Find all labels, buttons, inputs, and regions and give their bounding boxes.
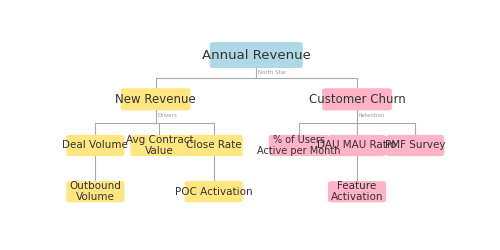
Text: PMF Survey: PMF Survey bbox=[385, 140, 446, 150]
Text: Annual Revenue: Annual Revenue bbox=[202, 48, 310, 62]
FancyBboxPatch shape bbox=[322, 88, 392, 110]
Text: Drivers: Drivers bbox=[158, 113, 177, 118]
Text: Customer Churn: Customer Churn bbox=[308, 93, 406, 106]
Text: Outbound
Volume: Outbound Volume bbox=[70, 181, 122, 203]
Text: Deal Volume: Deal Volume bbox=[62, 140, 128, 150]
Text: Avg Contract
Value: Avg Contract Value bbox=[126, 135, 193, 156]
Text: Retention: Retention bbox=[359, 113, 386, 118]
FancyBboxPatch shape bbox=[386, 135, 444, 156]
Text: DAU MAU Ratio: DAU MAU Ratio bbox=[318, 140, 396, 150]
FancyBboxPatch shape bbox=[328, 135, 386, 156]
FancyBboxPatch shape bbox=[184, 135, 242, 156]
FancyBboxPatch shape bbox=[66, 181, 124, 202]
FancyBboxPatch shape bbox=[120, 88, 190, 110]
Text: POC Activation: POC Activation bbox=[175, 187, 252, 197]
FancyBboxPatch shape bbox=[184, 181, 242, 202]
Text: Close Rate: Close Rate bbox=[186, 140, 242, 150]
FancyBboxPatch shape bbox=[210, 42, 303, 68]
Text: North Star: North Star bbox=[258, 70, 286, 74]
Text: New Revenue: New Revenue bbox=[115, 93, 196, 106]
Text: Feature
Activation: Feature Activation bbox=[331, 181, 384, 203]
FancyBboxPatch shape bbox=[66, 135, 124, 156]
FancyBboxPatch shape bbox=[328, 181, 386, 202]
Text: % of Users
Active per Month: % of Users Active per Month bbox=[257, 135, 340, 156]
FancyBboxPatch shape bbox=[269, 135, 329, 156]
FancyBboxPatch shape bbox=[130, 135, 188, 156]
